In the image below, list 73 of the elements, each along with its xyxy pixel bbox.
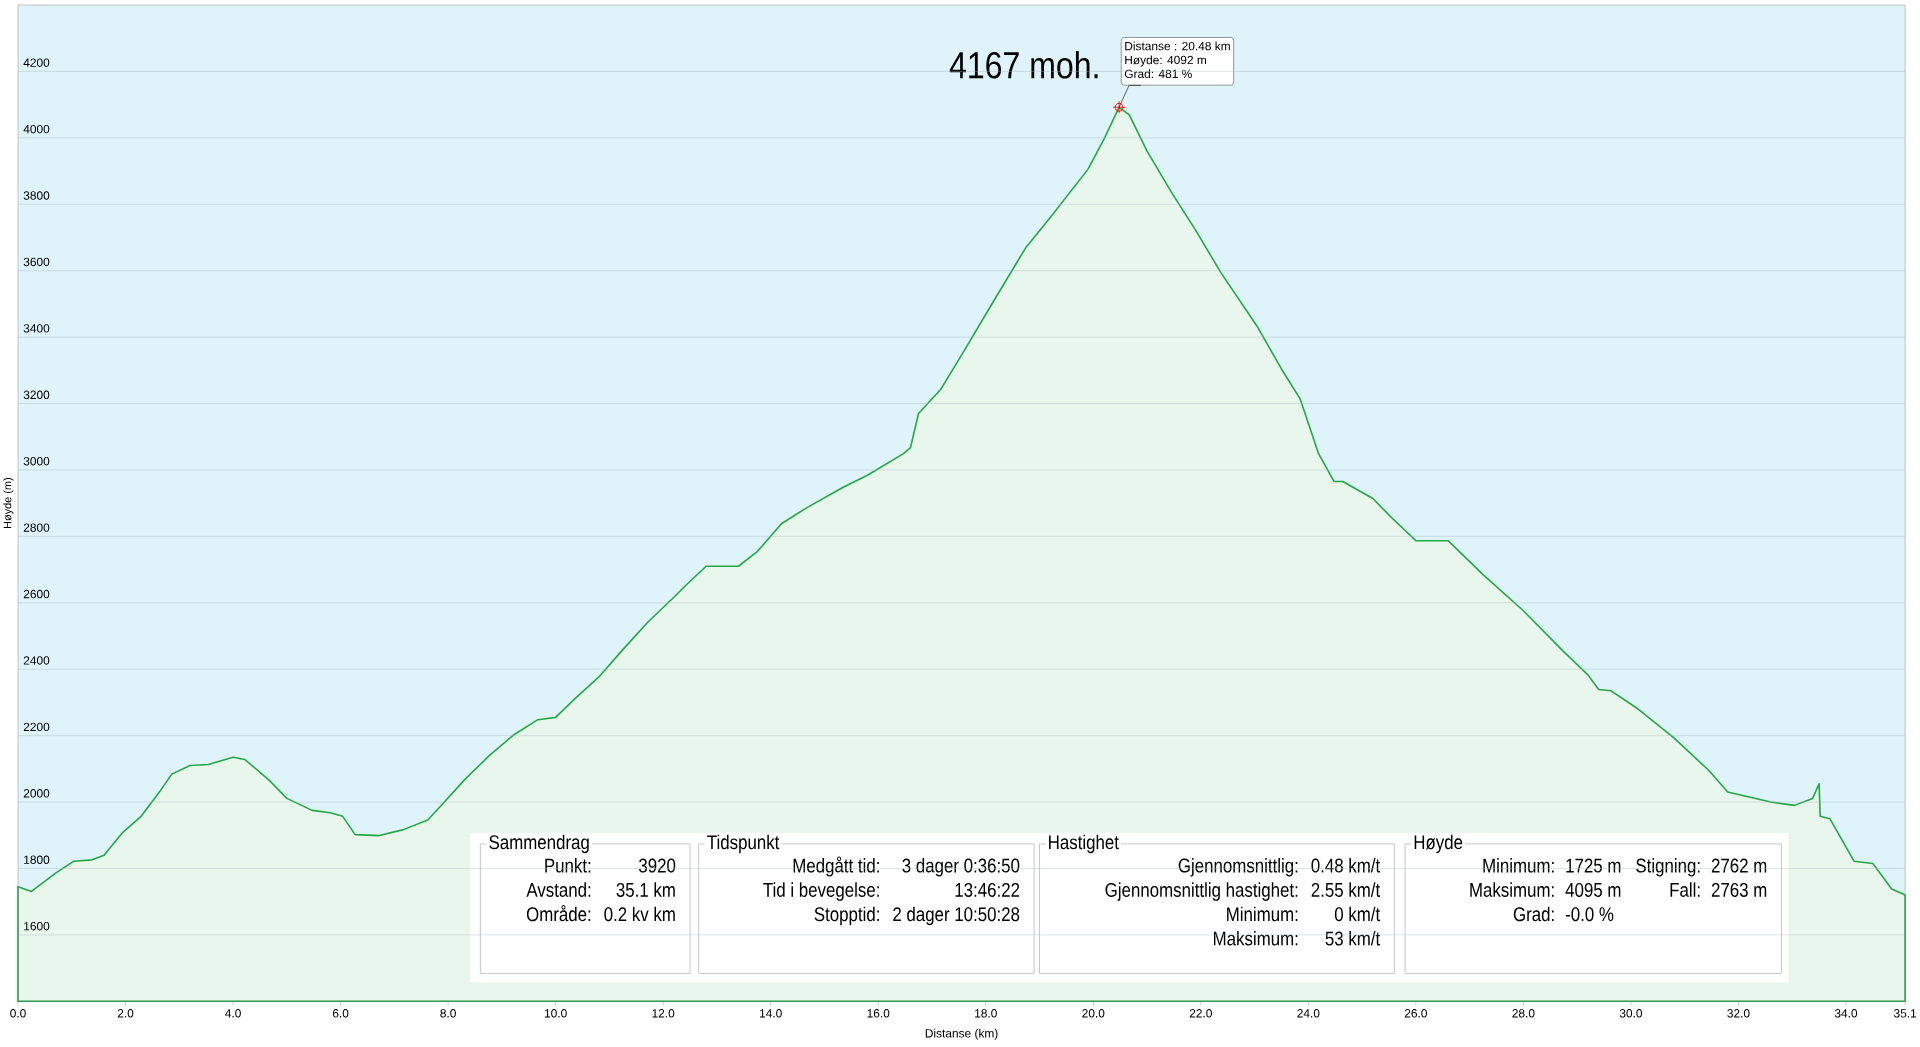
annotation: 4095 m [1565, 882, 1621, 897]
annotation: Hastighet [1049, 834, 1119, 854]
annotation: 3920 [639, 858, 676, 873]
y-tick-label: 3200 [23, 390, 50, 399]
x-tick-label: 30.0 [1619, 1008, 1643, 1018]
annotation: Tidspunkt [707, 834, 780, 854]
y-tick-label: 3800 [23, 191, 50, 200]
x-tick-label: 12.0 [652, 1008, 675, 1018]
x-tick-label: 28.0 [1512, 1008, 1535, 1018]
annotation: Distanse : 20.48 km [1125, 41, 1230, 51]
x-tick-label: 35.1 [1893, 1008, 1917, 1018]
annotation: Minimum: [1227, 906, 1298, 922]
annotation: Avstand: [526, 882, 591, 897]
annotation: Grad: 481 % [1124, 69, 1192, 79]
x-tick-label: 8.0 [440, 1008, 456, 1018]
annotation: 0.2 kv km [604, 906, 675, 922]
annotation: 4167 moh. [949, 50, 1098, 79]
x-tick-label: 6.0 [332, 1008, 349, 1018]
x-tick-label: 0.0 [10, 1008, 26, 1018]
annotation: Høyde [1414, 834, 1463, 854]
annotation: 3 dager 0:36:50 [902, 857, 1020, 877]
annotation: 2.55 km/t [1311, 882, 1381, 897]
x-tick-label: 2.0 [117, 1008, 134, 1018]
annotation: 35.1 km [616, 882, 675, 897]
x-tick-label: 34.0 [1834, 1008, 1858, 1018]
x-tick-label: 20.0 [1082, 1008, 1105, 1018]
annotation: Område: [526, 904, 591, 922]
annotation: 0 km/t [1334, 906, 1381, 922]
y-tick-label: 3000 [23, 456, 50, 466]
y-tick-label: 3400 [23, 324, 50, 333]
annotation: Maksimum: [1470, 882, 1554, 897]
annotation: Punkt: [545, 857, 591, 873]
annotation: 2762 m [1711, 858, 1767, 873]
annotation: Grad: [1513, 906, 1554, 922]
annotation: Maksimum: [1213, 930, 1298, 946]
x-tick-label: 14.0 [760, 1008, 782, 1018]
y-tick-label: 1600 [24, 921, 50, 931]
annotation: Høyde: 4092 m [1125, 55, 1207, 67]
annotation: Minimum: [1483, 857, 1554, 873]
annotation: Gjennomsnittlig hastighet: [1105, 882, 1298, 901]
annotation: Stigning: [1636, 857, 1700, 877]
y-axis-title: Høyde (m) [3, 477, 14, 528]
annotation: Gjennomsnittlig: [1178, 857, 1298, 877]
x-tick-label: 22.0 [1189, 1008, 1212, 1018]
y-tick-label: 1800 [24, 855, 50, 864]
annotation: 1725 m [1566, 858, 1621, 873]
annotation: Tid i bevegelse: [763, 882, 879, 901]
y-tick-label: 2600 [23, 589, 50, 599]
x-tick-label: 18.0 [975, 1008, 997, 1018]
annotation: 53 km/t [1325, 930, 1381, 946]
annotation: -0.0 % [1565, 907, 1614, 922]
y-tick-label: 3600 [23, 257, 50, 267]
annotation: 13:46:22 [955, 882, 1020, 897]
y-tick-label: 2800 [23, 523, 50, 532]
y-tick-label: 4200 [23, 58, 50, 67]
x-tick-label: 10.0 [544, 1008, 567, 1018]
annotation: 2763 m [1711, 882, 1767, 897]
x-tick-label: 24.0 [1297, 1008, 1320, 1018]
x-tick-label: 26.0 [1404, 1008, 1427, 1018]
x-axis-title: Distanse (km) [925, 1028, 998, 1040]
x-tick-label: 16.0 [867, 1008, 890, 1018]
x-tick-label: 4.0 [225, 1008, 241, 1018]
y-tick-label: 2000 [23, 789, 50, 798]
annotation: 2 dager 10:50:28 [893, 906, 1020, 926]
annotation: 0.48 km/t [1311, 857, 1381, 873]
annotation: Stopptid: [814, 906, 879, 926]
annotation: Medgått tid: [793, 856, 879, 877]
annotation: Fall: [1670, 882, 1700, 897]
annotation: Sammendrag [489, 834, 589, 854]
x-tick-label: 32.0 [1727, 1008, 1750, 1018]
y-tick-label: 4000 [23, 124, 50, 134]
y-tick-label: 2200 [23, 722, 50, 732]
y-tick-label: 2400 [23, 656, 50, 665]
